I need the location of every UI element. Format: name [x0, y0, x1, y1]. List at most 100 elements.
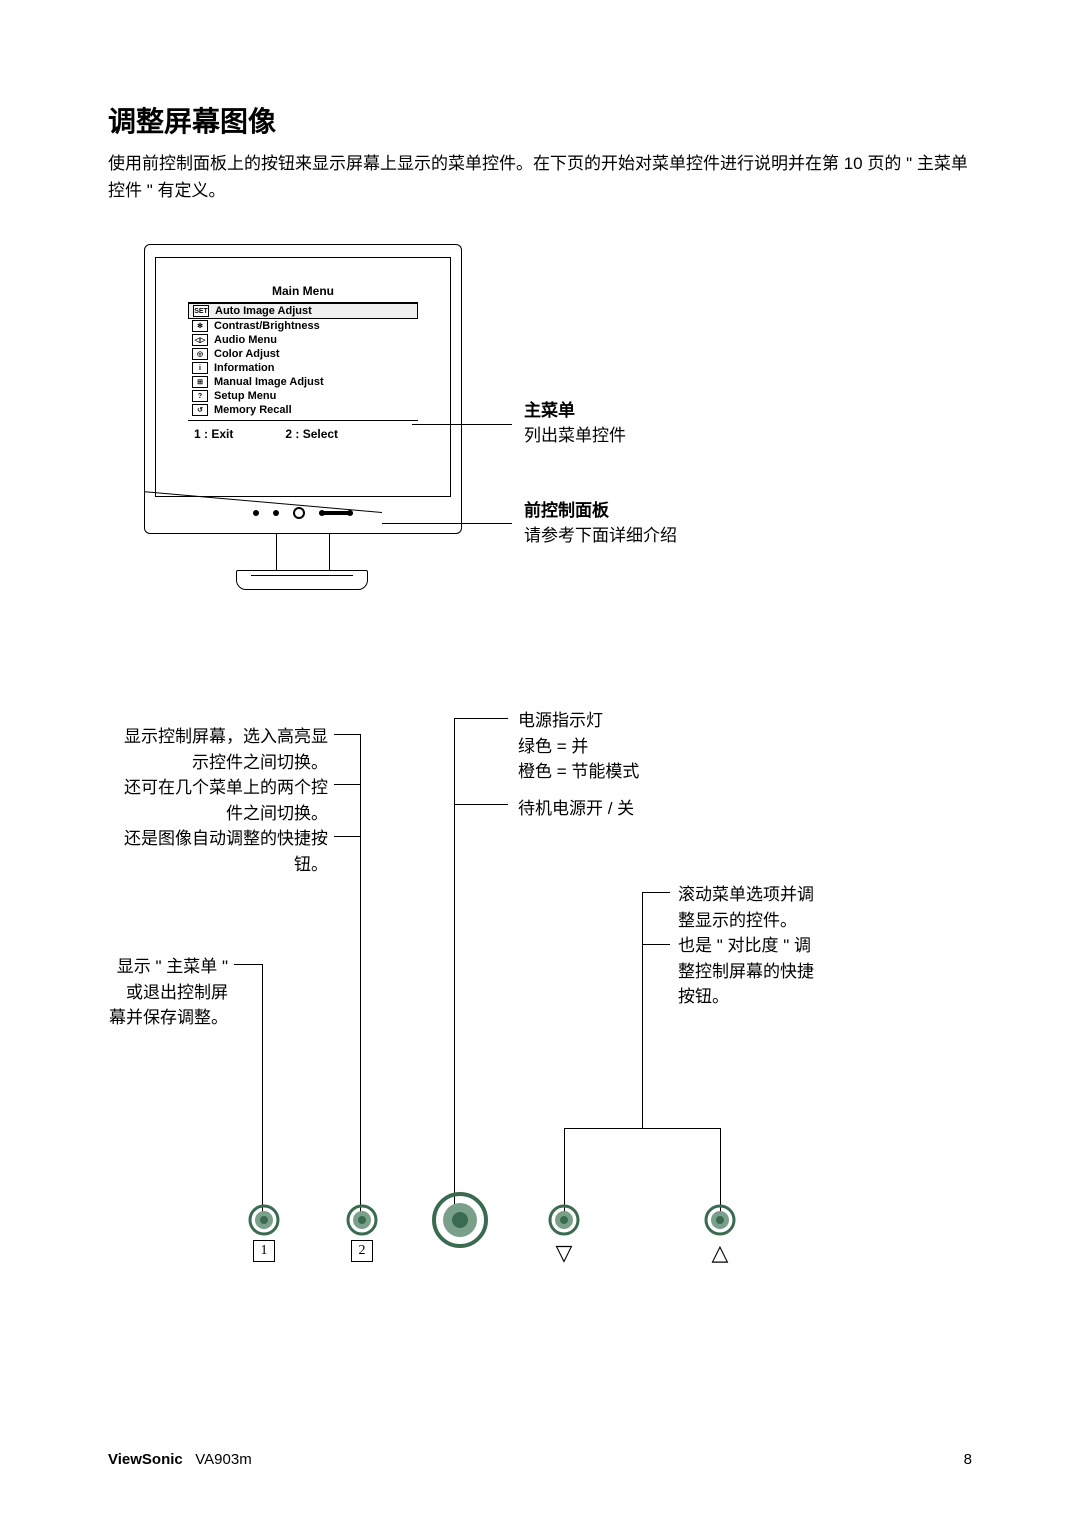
connector [564, 1128, 565, 1214]
osd-item-color: ◎ Color Adjust [188, 347, 418, 361]
callout-sub: 请参考下面详细介绍 [524, 526, 677, 545]
annot-line: 件之间切换。 [226, 804, 328, 823]
callout-main-menu: 主菜单 列出菜单控件 [524, 396, 626, 446]
stand-neck [276, 534, 330, 572]
annot-display-control: 显示控制屏幕，选入高亮显 示控件之间切换。 还可在几个菜单上的两个控 件之间切换… [108, 724, 328, 877]
callout-sub: 列出菜单控件 [524, 426, 626, 445]
annot-line: 显示控制屏幕，选入高亮显 [124, 727, 328, 746]
contrast-icon: ✻ [192, 320, 208, 332]
annot-line: 显示 " 主菜单 " [117, 957, 228, 976]
down-triangle-icon: ▽ [556, 1240, 573, 1266]
page-title: 调整屏幕图像 [108, 100, 972, 140]
round-button-icon [704, 1204, 736, 1236]
annot-line: 绿色 = 并 [518, 737, 588, 756]
front-panel-section: 显示控制屏幕，选入高亮显 示控件之间切换。 还可在几个菜单上的两个控 件之间切换… [108, 724, 972, 1344]
auto-icon: SET [193, 305, 209, 317]
annot-line: 还可在几个菜单上的两个控 [124, 778, 328, 797]
panel-button-2[interactable]: 2 [346, 1204, 378, 1262]
osd-select-label: 2 : Select [285, 427, 338, 441]
connector [334, 836, 360, 837]
info-icon: i [192, 362, 208, 374]
osd-item-info: i Information [188, 361, 418, 375]
annot-power-led: 电源指示灯 绿色 = 并 橙色 = 节能模式 [518, 708, 639, 785]
monitor-diagram: Main Menu SET Auto Image Adjust ✻ Contra… [126, 244, 990, 604]
osd-foot: 1 : Exit 2 : Select [188, 421, 418, 441]
osd-label: Information [214, 362, 275, 374]
osd-label: Audio Menu [214, 334, 277, 346]
annot-main-menu-exit: 显示 " 主菜单 " 或退出控制屏 幕并保存调整。 [88, 954, 228, 1031]
connector [642, 944, 670, 945]
osd-exit-label: 1 : Exit [194, 427, 233, 441]
connector [642, 892, 670, 893]
round-button-icon [548, 1204, 580, 1236]
audio-icon: ◁▷ [192, 334, 208, 346]
osd-label: Auto Image Adjust [215, 305, 312, 317]
connector [454, 804, 508, 805]
monitor-screen: Main Menu SET Auto Image Adjust ✻ Contra… [155, 257, 451, 497]
annot-line: 按钮。 [678, 987, 729, 1006]
osd-label: Manual Image Adjust [214, 376, 324, 388]
power-dot-icon [293, 507, 305, 519]
panel-button-row: 1 2 ▽ [248, 1204, 788, 1284]
osd-item-auto: SET Auto Image Adjust [188, 303, 418, 319]
osd-item-memory: ↺ Memory Recall [188, 403, 418, 417]
callout-line [382, 523, 512, 524]
page-number: 8 [964, 1451, 972, 1468]
page-desc: 使用前控制面板上的按钮来显示屏幕上显示的菜单控件。在下页的开始对菜单控件进行说明… [108, 150, 972, 204]
monitor-frame: Main Menu SET Auto Image Adjust ✻ Contra… [144, 244, 462, 534]
osd-item-audio: ◁▷ Audio Menu [188, 333, 418, 347]
dot-icon [273, 510, 279, 516]
panel-button-down[interactable]: ▽ [548, 1204, 580, 1266]
panel-button-1[interactable]: 1 [248, 1204, 280, 1262]
osd-item-setup: ? Setup Menu [188, 389, 418, 403]
osd-title: Main Menu [188, 280, 418, 303]
annot-line: 也是 " 对比度 " 调 [678, 936, 811, 955]
manual-icon: ⊞ [192, 376, 208, 388]
callout-title: 主菜单 [524, 401, 575, 420]
connector [642, 892, 643, 1128]
dot-icon [253, 510, 259, 516]
page-footer: ViewSonic VA903m [108, 1451, 252, 1468]
connector [262, 964, 263, 1214]
annot-line: 钮。 [294, 855, 328, 874]
connector [454, 718, 508, 719]
osd-item-manual: ⊞ Manual Image Adjust [188, 375, 418, 389]
osd-label: Memory Recall [214, 404, 292, 416]
annot-line: 还是图像自动调整的快捷按 [124, 829, 328, 848]
annot-scroll: 滚动菜单选项并调 整显示的控件。 也是 " 对比度 " 调 整控制屏幕的快捷 按… [678, 882, 878, 1010]
panel-button-up[interactable]: △ [704, 1204, 736, 1266]
connector [334, 784, 360, 785]
connector [564, 1128, 720, 1129]
connector [334, 734, 360, 735]
annot-standby: 待机电源开 / 关 [518, 796, 634, 822]
callout-line [412, 424, 512, 425]
round-button-icon [346, 1204, 378, 1236]
monitor-buttons-row [145, 503, 461, 523]
connector [720, 1128, 721, 1214]
footer-model: VA903m [195, 1451, 251, 1468]
memory-icon: ↺ [192, 404, 208, 416]
osd-label: Contrast/Brightness [214, 320, 320, 332]
annot-line: 示控件之间切换。 [192, 753, 328, 772]
setup-icon: ? [192, 390, 208, 402]
footer-brand: ViewSonic [108, 1451, 183, 1468]
up-triangle-icon: △ [712, 1240, 729, 1266]
connector [234, 964, 262, 965]
callout-front-panel: 前控制面板 请参考下面详细介绍 [524, 496, 677, 546]
annot-line: 整显示的控件。 [678, 911, 797, 930]
button-label-2: 2 [351, 1240, 373, 1262]
annot-line: 电源指示灯 [518, 711, 603, 730]
annot-line: 整控制屏幕的快捷 [678, 962, 814, 981]
round-button-icon [248, 1204, 280, 1236]
annot-line: 待机电源开 / 关 [518, 799, 634, 818]
osd-item-contrast: ✻ Contrast/Brightness [188, 319, 418, 333]
annot-line: 橙色 = 节能模式 [518, 762, 639, 781]
panel-button-power[interactable] [432, 1192, 488, 1248]
power-button-icon [432, 1192, 488, 1248]
annot-line: 或退出控制屏 [126, 983, 228, 1002]
osd-label: Color Adjust [214, 348, 280, 360]
callout-title: 前控制面板 [524, 501, 609, 520]
color-icon: ◎ [192, 348, 208, 360]
annot-line: 幕并保存调整。 [109, 1008, 228, 1027]
osd-menu: Main Menu SET Auto Image Adjust ✻ Contra… [188, 280, 418, 441]
